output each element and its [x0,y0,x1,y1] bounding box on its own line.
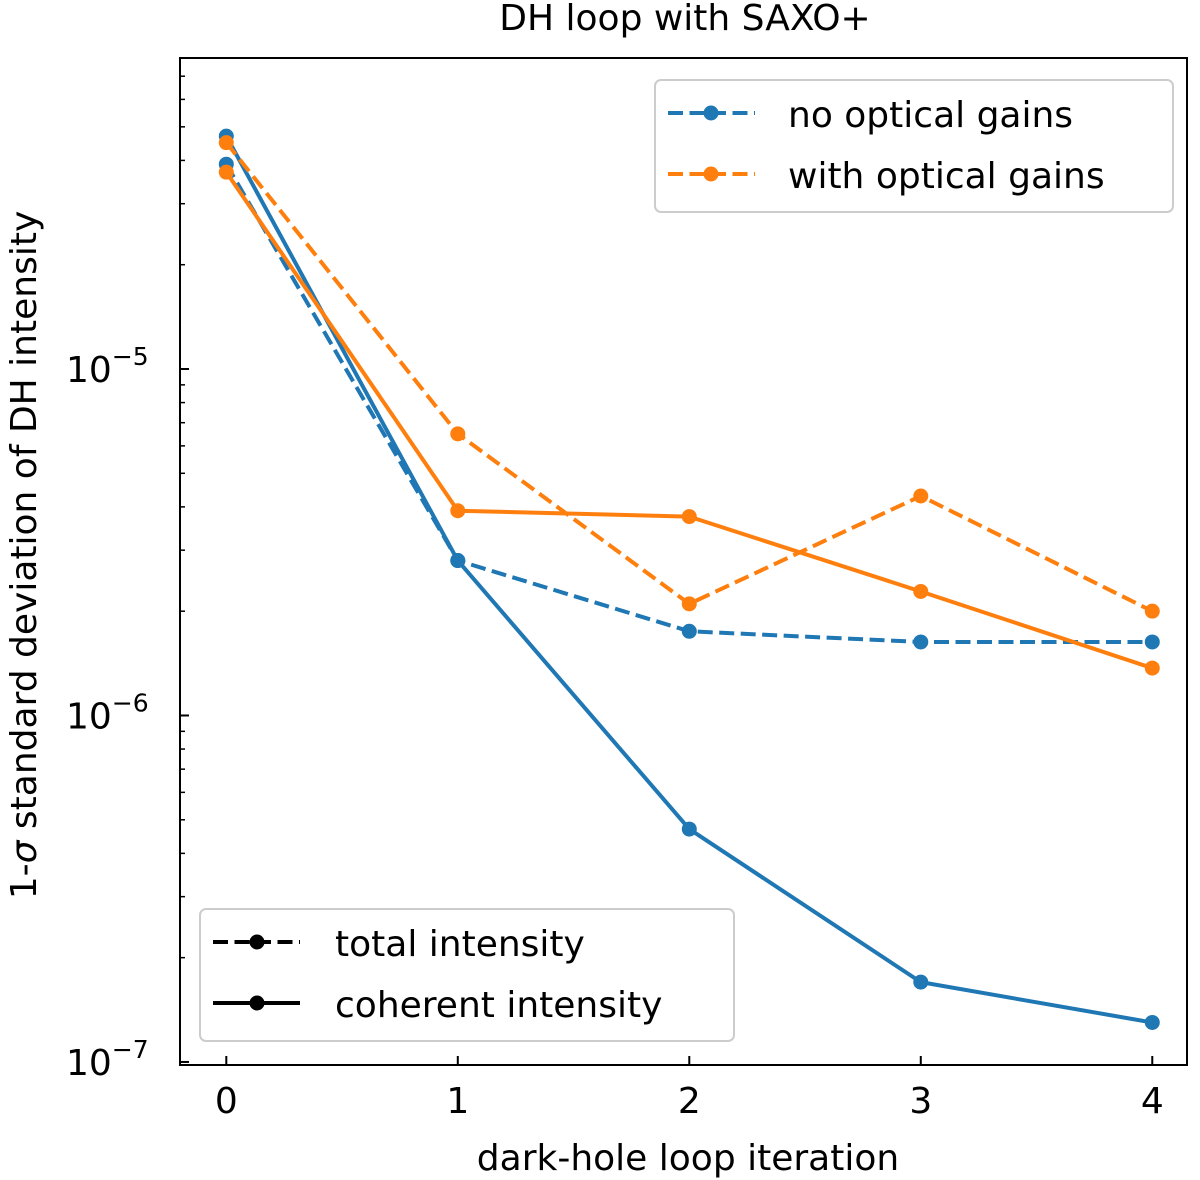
legend-coherent-label: coherent intensity [335,985,662,1026]
series-line-0 [224,163,1153,644]
series-2-point-0 [218,135,234,151]
series-3-point-4 [1144,660,1160,676]
svg-text:1-σ standard deviation of DH i: 1-σ standard deviation of DH intensity [4,211,45,900]
series-0-point-2 [681,623,697,639]
legend-total-marker [249,934,265,950]
series-line-3 [224,171,1153,671]
series-3-point-0 [218,164,234,180]
series-2-point-2 [681,596,697,612]
legend-styles-box [199,908,735,1042]
x-axis-label: dark-hole loop iteration [477,1138,899,1179]
x-tick-label-3: 3 [909,1081,932,1122]
y-tick-label-2: 10−7 [66,1035,149,1084]
series-0-point-4 [1144,634,1160,650]
series-2-point-4 [1144,603,1160,619]
series-3-point-3 [913,583,929,599]
series-2-point-3 [913,488,929,504]
legend-with-gains-marker [703,166,719,182]
y-axis-label: 1-σ standard deviation of DH intensity [4,211,45,900]
legend-colors: no optical gains with optical gains [654,79,1174,213]
series-1-point-4 [1144,1014,1160,1030]
x-tick-label-2: 2 [678,1081,701,1122]
y-tick-label-1: 10−6 [66,688,149,737]
legend-no-gains-label: no optical gains [788,95,1073,136]
series-markers [218,128,1160,1030]
legend-styles: total intensity coherent intensity [199,908,735,1042]
legend-with-gains-label: with optical gains [788,156,1105,197]
x-tick-label-1: 1 [446,1081,469,1122]
y-tick-label-0: 10−5 [66,342,149,391]
series-3-point-1 [450,503,466,519]
series-line-1 [224,135,1153,1025]
series-lines [224,135,1154,1025]
series-1-point-3 [913,974,929,990]
series-2-point-1 [450,426,466,442]
legend-total-label: total intensity [335,924,585,965]
legend-colors-box [654,79,1174,213]
x-tick-label-4: 4 [1141,1081,1164,1122]
axis-ticks: 0 1 2 3 4 10−5 10−6 10−7 [66,75,1164,1122]
plot-frame [179,57,1188,1066]
x-tick-label-0: 0 [215,1081,238,1122]
series-1-point-1 [450,553,466,569]
series-3-point-2 [681,509,697,525]
legend-no-gains-marker [703,105,719,121]
legend-coherent-marker [249,995,265,1011]
series-0-point-3 [913,634,929,650]
chart-title: DH loop with SAXO+ [499,0,870,39]
series-1-point-2 [681,821,697,837]
